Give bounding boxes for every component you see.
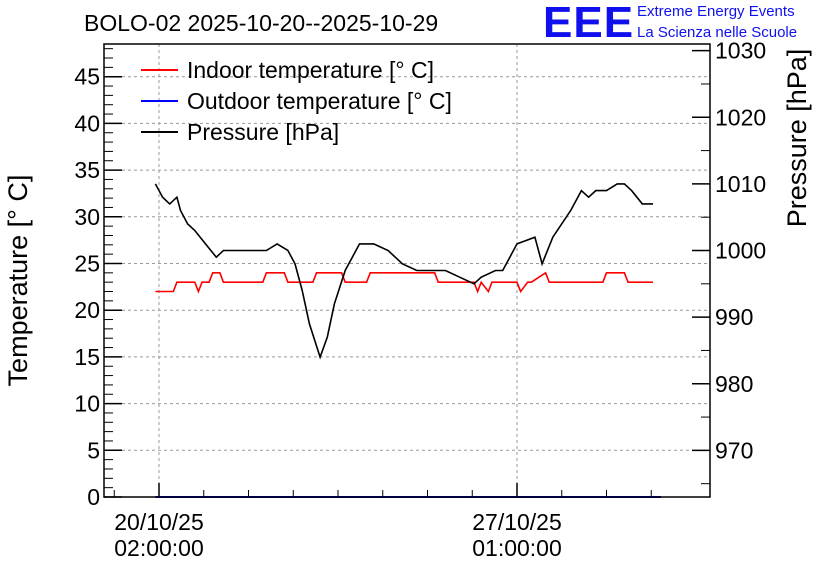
grid-lines	[104, 44, 710, 497]
time-tick-date: 20/10/25	[114, 509, 204, 535]
pressure-tick-label: 1010	[715, 171, 766, 197]
time-tick-time: 01:00:00	[472, 535, 562, 561]
pressure-tick-label: 970	[715, 437, 753, 463]
indoor-temperature-line	[155, 271, 653, 294]
temperature-tick-label: 20	[74, 297, 100, 323]
chart-title: BOLO-02 2025-10-20--2025-10-29	[84, 10, 439, 36]
eee-logo: EEE	[543, 0, 635, 47]
plot-frame	[103, 43, 711, 498]
temperature-tick-label: 25	[74, 250, 100, 276]
temperature-tick-label: 10	[74, 391, 100, 417]
temperature-tick-label: 15	[74, 344, 100, 370]
pressure-axis: 970 980 990 1000 1010 1020 1030	[692, 38, 766, 485]
pressure-tick-label: 1000	[715, 238, 766, 264]
temperature-tick-label: 30	[74, 204, 100, 230]
legend-entry: Indoor temperature [° C]	[187, 57, 434, 83]
pressure-tick-label: 1030	[715, 38, 766, 64]
pressure-tick-label: 990	[715, 304, 753, 330]
pressure-tick-label: 1020	[715, 104, 766, 130]
temperature-tick-label: 45	[74, 64, 100, 90]
temperature-tick-label: 0	[87, 484, 100, 510]
temperature-axis-label: Temperature [° C]	[3, 175, 33, 387]
temperature-tick-label: 5	[87, 437, 100, 463]
logo-tagline-2: La Scienza nelle Scuole	[637, 24, 798, 41]
legend: Indoor temperature [° C] Outdoor temperat…	[141, 57, 452, 145]
logo-tagline-1: Extreme Energy Events	[637, 3, 795, 20]
temperature-tick-label: 35	[74, 157, 100, 183]
pressure-axis-label: Pressure [hPa]	[782, 49, 812, 228]
time-tick-date: 27/10/25	[472, 509, 562, 535]
pressure-tick-label: 980	[715, 371, 753, 397]
legend-entry: Pressure [hPa]	[187, 119, 339, 145]
legend-entry: Outdoor temperature [° C]	[187, 88, 452, 114]
time-tick-time: 02:00:00	[114, 535, 204, 561]
temperature-axis: 0 5 10 15 20 25 30 35 40 45	[74, 48, 122, 510]
pressure-line	[154, 183, 653, 360]
temperature-tick-label: 40	[74, 110, 100, 136]
